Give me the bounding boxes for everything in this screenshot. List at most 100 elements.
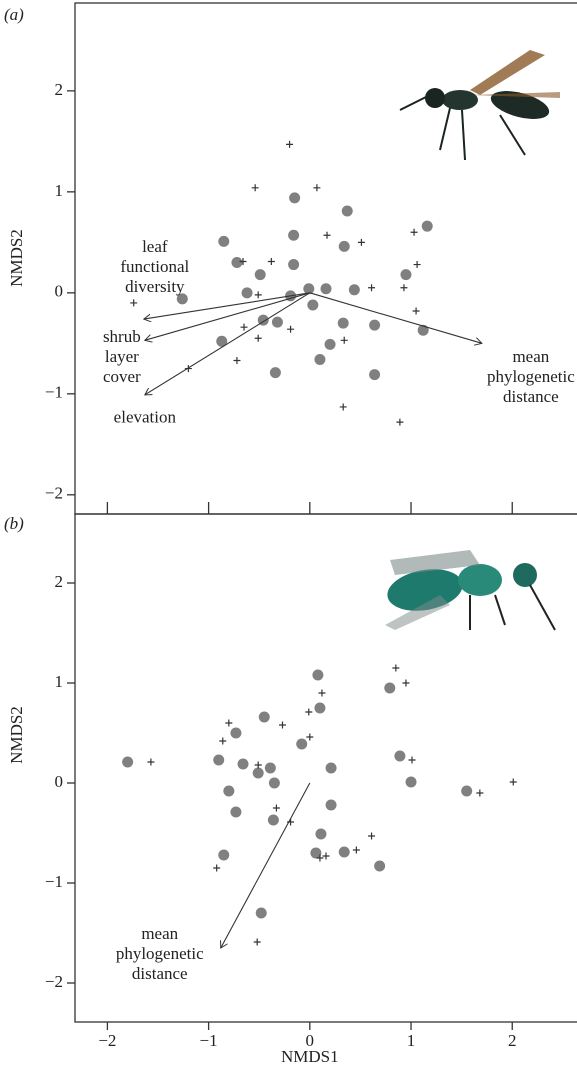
site-point xyxy=(303,283,315,295)
species-point xyxy=(352,846,360,854)
site-point xyxy=(218,235,230,247)
y-tick-label: 1 xyxy=(55,672,64,691)
species-point xyxy=(323,231,331,239)
site-point xyxy=(338,846,350,858)
site-point xyxy=(289,192,301,204)
species-point xyxy=(408,756,416,764)
y-tick-label: −1 xyxy=(45,872,63,891)
site-point xyxy=(271,316,283,328)
y-tick-label: −1 xyxy=(45,383,63,402)
site-point xyxy=(269,367,281,379)
species-point xyxy=(267,258,275,266)
site-point xyxy=(461,785,473,797)
vector-label: elevation xyxy=(114,408,177,427)
site-point xyxy=(223,785,235,797)
vector-label: layer xyxy=(105,347,139,366)
species-point xyxy=(313,184,321,192)
species-point xyxy=(339,403,347,411)
x-tick-label: 1 xyxy=(407,1031,416,1050)
species-point xyxy=(233,356,241,364)
site-point xyxy=(252,767,264,779)
site-point xyxy=(314,353,326,365)
vector-label: shrub xyxy=(103,327,141,346)
y-tick-label: 0 xyxy=(55,282,64,301)
site-point xyxy=(255,907,267,919)
y-tick-label: 2 xyxy=(55,572,64,591)
vector-label: leaf xyxy=(142,237,168,256)
vector-label: functional xyxy=(120,257,189,276)
species-point xyxy=(476,789,484,797)
species-point xyxy=(410,228,418,236)
site-point xyxy=(218,849,230,861)
site-point xyxy=(315,828,327,840)
vector-label: cover xyxy=(103,367,141,386)
species-point xyxy=(306,733,314,741)
site-point xyxy=(325,799,337,811)
species-point xyxy=(368,832,376,840)
species-point xyxy=(239,258,247,266)
y-tick-label: 1 xyxy=(55,181,64,200)
x-tick-label: −1 xyxy=(200,1031,218,1050)
y-tick-label: −2 xyxy=(45,484,63,503)
species-point xyxy=(305,708,313,716)
species-point xyxy=(286,140,294,148)
species-point xyxy=(396,418,404,426)
y-tick-label: 2 xyxy=(55,80,64,99)
site-point xyxy=(400,269,412,281)
wasp-illustration xyxy=(399,50,560,161)
y-axis-label: NMDS2 xyxy=(7,229,26,287)
species-point xyxy=(272,804,280,812)
site-point xyxy=(122,756,134,768)
y-axis-label: NMDS2 xyxy=(7,706,26,764)
species-point xyxy=(392,664,400,672)
species-point xyxy=(400,284,408,292)
panel-label: (a) xyxy=(4,5,24,24)
site-point xyxy=(341,205,353,217)
vector-label: distance xyxy=(503,387,559,406)
site-point xyxy=(337,317,349,329)
site-point xyxy=(237,758,249,770)
site-point xyxy=(384,682,396,694)
site-point xyxy=(325,762,337,774)
species-point xyxy=(509,778,517,786)
cuckoo-wasp-illustration xyxy=(385,550,556,631)
species-point xyxy=(254,291,262,299)
species-point xyxy=(213,864,221,872)
species-point xyxy=(184,365,192,373)
species-point xyxy=(368,284,376,292)
site-point xyxy=(213,754,225,766)
site-point xyxy=(268,777,280,789)
species-point xyxy=(287,325,295,333)
vector-arrow xyxy=(145,292,310,340)
site-point xyxy=(264,762,276,774)
species-point xyxy=(130,299,138,307)
site-point xyxy=(231,257,243,269)
species-point xyxy=(316,854,324,862)
vector-label: mean xyxy=(141,924,178,943)
y-tick-label: −2 xyxy=(45,972,63,991)
species-point xyxy=(278,721,286,729)
site-point xyxy=(421,220,433,232)
site-point xyxy=(324,338,336,350)
site-point xyxy=(320,283,332,295)
species-point xyxy=(402,679,410,687)
site-point xyxy=(230,727,242,739)
species-point xyxy=(254,761,262,769)
vector-arrow xyxy=(309,292,482,343)
site-point xyxy=(314,702,326,714)
species-point xyxy=(147,758,155,766)
site-point xyxy=(405,776,417,788)
site-point xyxy=(258,711,270,723)
vector-label: phylogenetic xyxy=(116,944,204,963)
site-point xyxy=(312,669,324,681)
site-point xyxy=(288,259,300,271)
y-tick-label: 0 xyxy=(55,772,64,791)
species-point xyxy=(322,852,330,860)
plot-frame xyxy=(74,513,577,1023)
site-point xyxy=(394,750,406,762)
site-point xyxy=(288,229,300,241)
species-point xyxy=(413,261,421,269)
site-point xyxy=(369,319,381,331)
species-point xyxy=(254,334,262,342)
